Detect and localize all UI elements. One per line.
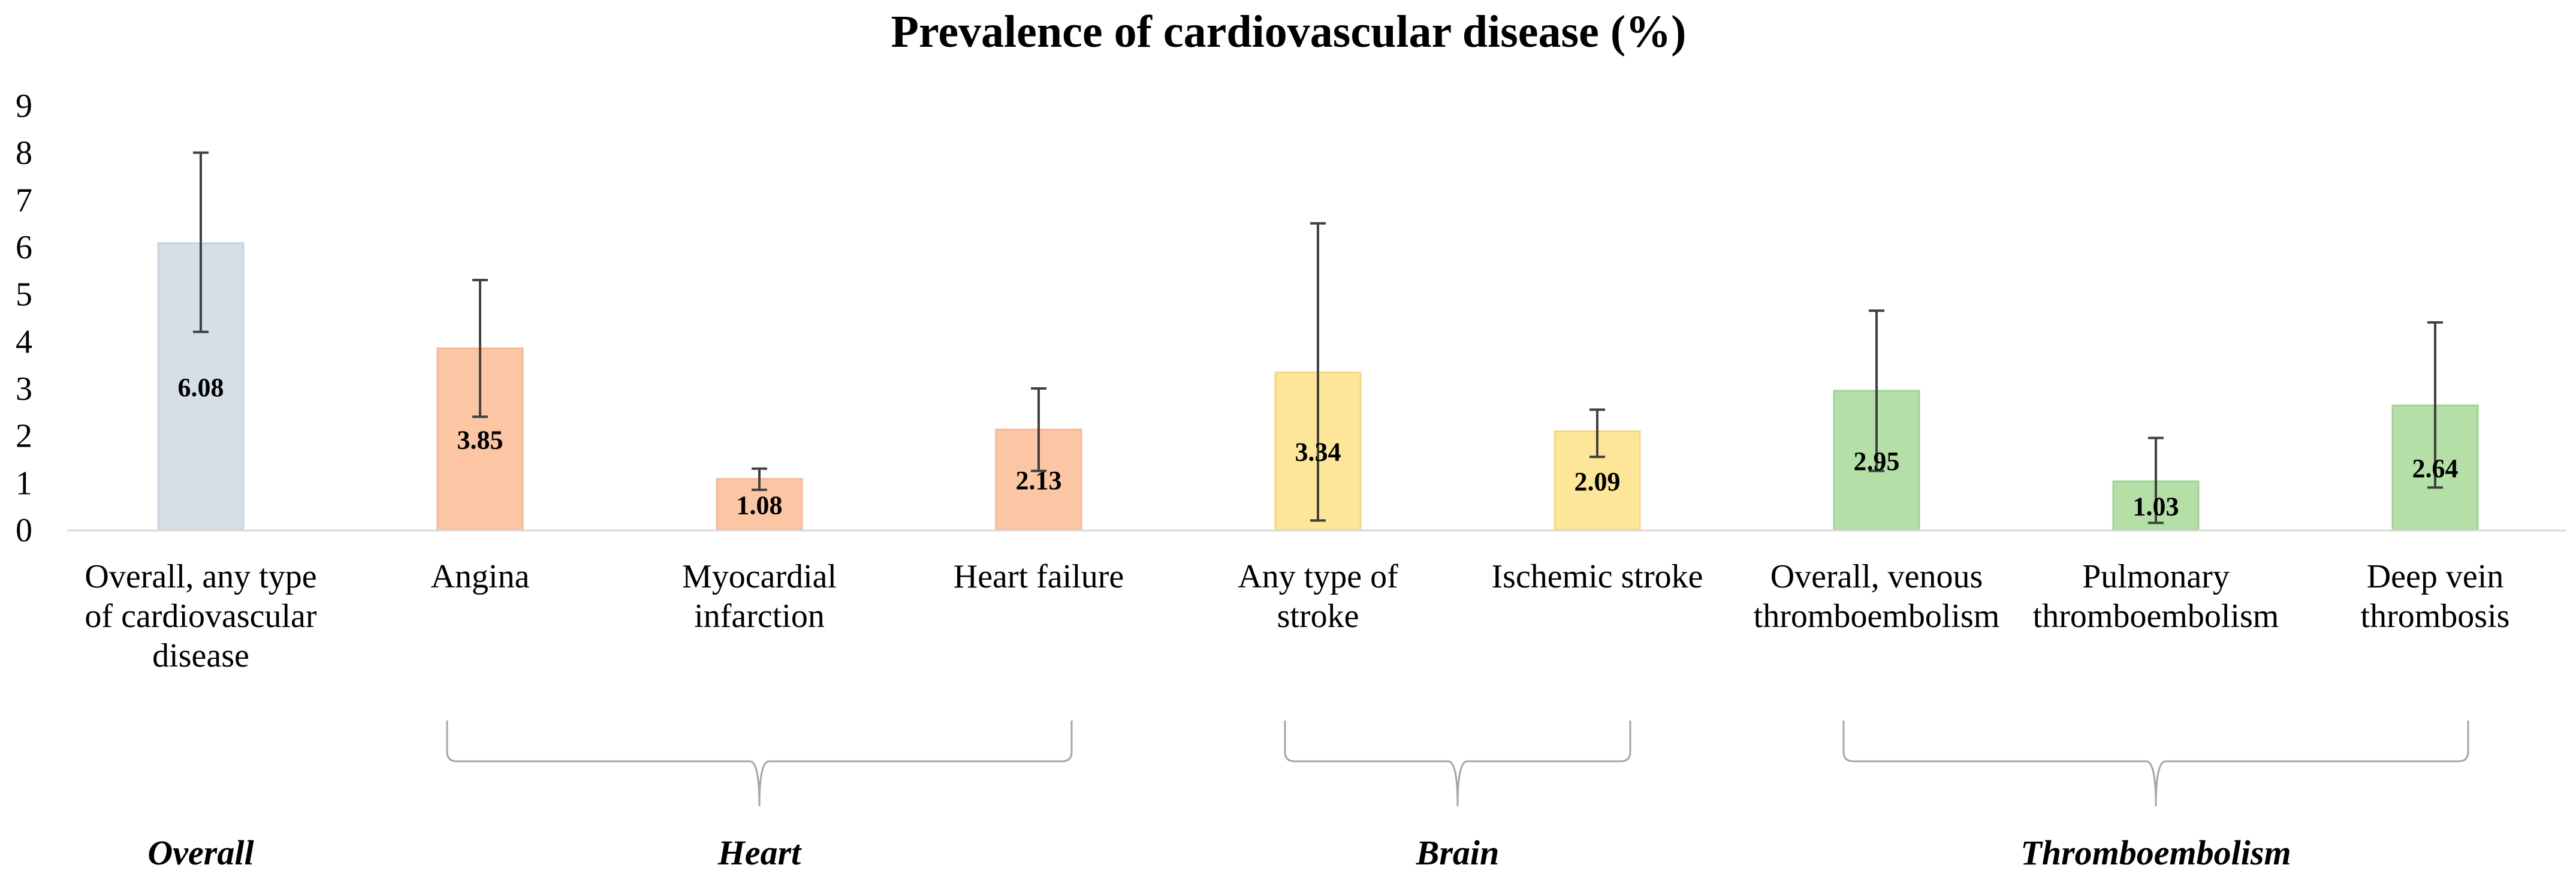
category-label: Overall, venous thromboembolism <box>1754 558 2000 635</box>
group-bracket <box>1842 721 2469 807</box>
error-bar <box>472 279 488 418</box>
data-label: 1.08 <box>737 491 783 520</box>
group-bracket <box>446 721 1073 807</box>
category-label: Pulmonary thromboembolism <box>2033 558 2279 635</box>
category-label-line: Overall, venous <box>1770 558 1983 595</box>
error-bar <box>1869 309 1884 472</box>
y-tick-label: 8 <box>16 135 32 172</box>
category-label-line: Pulmonary <box>2082 558 2230 595</box>
category-label-line: disease <box>152 637 249 674</box>
data-label: 6.08 <box>178 373 224 402</box>
group-labels: Overall Heart Brain Thromboembolism <box>147 833 2291 872</box>
error-bar <box>1031 387 1046 472</box>
category-label-line: Overall, any type <box>85 558 316 595</box>
data-label: 3.34 <box>1295 438 1341 467</box>
y-tick-label: 7 <box>16 182 32 219</box>
y-tick-label: 0 <box>16 512 32 549</box>
data-label: 2.95 <box>1854 447 1900 476</box>
category-label-line: infarction <box>694 598 825 635</box>
y-tick-label: 4 <box>16 323 32 360</box>
category-label-line: Heart failure <box>954 558 1124 595</box>
group-brackets <box>446 721 2469 807</box>
group-label: Overall <box>147 833 254 872</box>
category-label-line: stroke <box>1277 598 1359 635</box>
error-bars <box>193 151 2443 525</box>
error-bar <box>1310 222 1326 522</box>
category-label: Overall, any type of cardiovascular diseas… <box>85 558 317 674</box>
category-labels: Overall, any type of cardiovascular diseas… <box>85 558 2509 674</box>
category-label: Deep vein thrombosis <box>2361 558 2510 635</box>
category-label-line: thrombosis <box>2361 598 2510 635</box>
chart-title: Prevalence of cardiovascular disease (%) <box>891 7 1687 57</box>
category-label: Myocardial infarction <box>682 558 837 635</box>
group-bracket <box>1284 721 1631 807</box>
data-label: 3.85 <box>457 426 503 455</box>
y-tick-label: 1 <box>16 465 32 502</box>
y-tick-label: 5 <box>16 276 32 314</box>
category-label: Heart failure <box>954 558 1124 595</box>
data-label: 2.64 <box>2412 454 2459 483</box>
y-tick-label: 6 <box>16 229 32 266</box>
category-label-line: of cardiovascular <box>85 598 316 635</box>
category-label-line: Any type of <box>1238 558 1398 595</box>
y-tick-label: 9 <box>16 88 32 125</box>
error-bar <box>2148 436 2164 525</box>
group-label: Thromboembolism <box>2020 833 2291 872</box>
error-bar <box>752 467 767 492</box>
error-bar <box>2427 321 2443 489</box>
value-labels: 6.08 3.85 1.08 2.13 3.34 2.09 2.95 1.03 2.64 <box>178 373 2459 522</box>
category-label-line: Angina <box>431 558 530 595</box>
category-label-line: Myocardial <box>682 558 837 595</box>
bar <box>995 428 1082 531</box>
category-label: Ischemic stroke <box>1492 558 1703 595</box>
data-label: 2.09 <box>1574 467 1621 496</box>
group-label: Brain <box>1416 833 1500 872</box>
category-label-line: Ischemic stroke <box>1492 558 1703 595</box>
category-label: Angina <box>431 558 530 595</box>
error-bar <box>193 151 209 333</box>
y-axis: 0 1 2 3 4 5 6 7 8 9 <box>16 88 32 549</box>
category-label-line: thromboembolism <box>2033 598 2279 635</box>
group-label: Heart <box>717 833 802 872</box>
data-label: 2.13 <box>1016 466 1062 495</box>
y-tick-label: 3 <box>16 370 32 408</box>
error-bar <box>1589 408 1605 459</box>
category-label: Any type of stroke <box>1238 558 1398 635</box>
category-label-line: thromboembolism <box>1754 598 2000 635</box>
category-label-line: Deep vein <box>2367 558 2504 595</box>
data-label: 1.03 <box>2133 492 2179 521</box>
y-tick-label: 2 <box>16 418 32 455</box>
